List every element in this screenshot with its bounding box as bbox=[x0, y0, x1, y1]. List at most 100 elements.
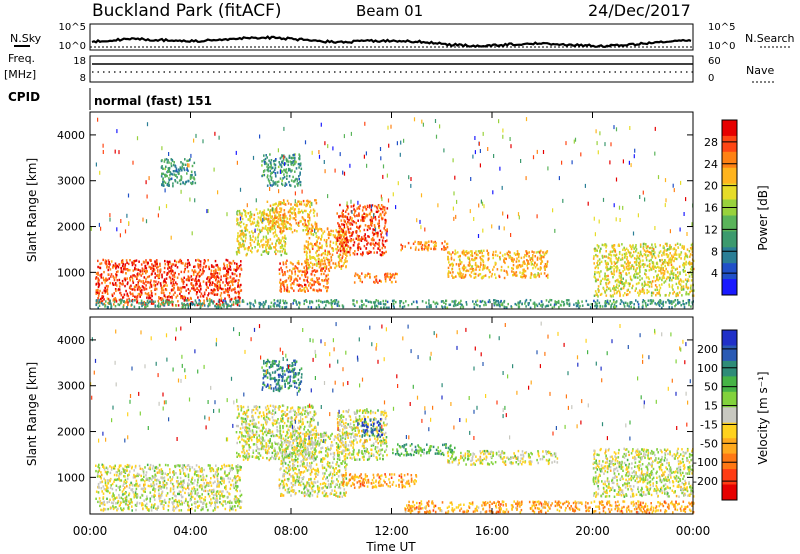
power-echo bbox=[525, 254, 528, 258]
power-echo bbox=[124, 266, 126, 269]
power-echo bbox=[266, 165, 268, 168]
power-sparse-echo bbox=[396, 141, 398, 146]
power-echo bbox=[296, 267, 299, 270]
power-echo bbox=[642, 263, 645, 266]
power-echo bbox=[115, 265, 118, 268]
power-echo bbox=[305, 264, 308, 268]
power-echo bbox=[267, 166, 270, 169]
power-echo bbox=[113, 278, 116, 282]
power-echo bbox=[289, 222, 291, 226]
power-echo bbox=[540, 256, 543, 259]
power-echo bbox=[368, 206, 371, 209]
power-echo bbox=[487, 258, 489, 262]
power-echo bbox=[426, 241, 428, 244]
power-echo bbox=[451, 264, 454, 268]
power-echo bbox=[282, 273, 284, 276]
power-echo bbox=[106, 265, 108, 268]
power-echo bbox=[105, 284, 108, 288]
power-echo bbox=[676, 292, 679, 295]
power-echo bbox=[119, 292, 122, 295]
power-echo bbox=[380, 235, 383, 239]
power-echo bbox=[234, 272, 236, 276]
power-echo bbox=[340, 219, 343, 222]
power-echo bbox=[267, 214, 270, 218]
power-echo bbox=[304, 273, 306, 277]
power-echo bbox=[544, 305, 547, 308]
power-echo bbox=[149, 300, 152, 303]
power-echo bbox=[462, 276, 464, 279]
power-sparse-echo bbox=[453, 191, 455, 196]
power-echo bbox=[332, 229, 334, 233]
power-echo bbox=[271, 242, 273, 245]
power-echo bbox=[289, 279, 292, 282]
power-echo bbox=[109, 268, 112, 271]
power-echo bbox=[280, 232, 282, 235]
power-echo bbox=[266, 244, 269, 247]
power-echo bbox=[621, 281, 623, 284]
power-echo bbox=[611, 302, 613, 305]
power-ytick-label: 2000 bbox=[57, 221, 85, 234]
power-echo bbox=[216, 287, 219, 290]
power-echo bbox=[471, 258, 473, 261]
power-echo bbox=[511, 267, 513, 270]
power-echo bbox=[137, 281, 140, 284]
velocity-echo bbox=[151, 478, 153, 481]
power-echo bbox=[467, 256, 469, 259]
power-echo bbox=[327, 273, 329, 277]
power-echo bbox=[124, 263, 127, 266]
power-echo bbox=[615, 253, 618, 256]
power-echo bbox=[194, 181, 197, 185]
power-sparse-echo bbox=[217, 190, 219, 195]
power-echo bbox=[523, 268, 525, 271]
power-sparse-echo bbox=[318, 150, 320, 154]
power-echo bbox=[359, 229, 361, 233]
power-echo bbox=[303, 209, 306, 213]
power-echo bbox=[216, 272, 219, 275]
power-echo bbox=[328, 301, 330, 305]
power-echo bbox=[338, 242, 341, 246]
power-echo bbox=[644, 282, 646, 285]
power-echo bbox=[654, 256, 657, 260]
power-echo bbox=[292, 302, 294, 305]
power-echo bbox=[525, 274, 527, 278]
power-echo bbox=[659, 286, 662, 290]
power-echo bbox=[380, 233, 382, 236]
power-echo bbox=[297, 184, 299, 187]
power-echo bbox=[244, 229, 247, 233]
velocity-echo bbox=[150, 509, 153, 512]
power-echo bbox=[291, 212, 294, 215]
power-echo bbox=[275, 175, 277, 178]
power-echo bbox=[162, 301, 165, 304]
power-sparse-echo bbox=[132, 160, 134, 165]
power-echo bbox=[462, 249, 465, 253]
power-echo bbox=[271, 184, 273, 187]
power-echo bbox=[279, 278, 282, 282]
power-echo bbox=[206, 296, 208, 300]
power-echo bbox=[158, 296, 160, 299]
power-echo bbox=[651, 243, 653, 246]
power-echo bbox=[276, 180, 278, 184]
power-echo bbox=[303, 247, 306, 251]
power-echo bbox=[279, 286, 282, 289]
power-echo bbox=[239, 241, 241, 245]
power-echo bbox=[226, 281, 228, 285]
power-echo bbox=[254, 238, 257, 241]
power-echo bbox=[679, 271, 681, 274]
power-echo bbox=[369, 227, 371, 230]
power-echo bbox=[536, 258, 539, 261]
power-echo bbox=[151, 298, 153, 302]
power-echo bbox=[296, 182, 298, 186]
power-echo bbox=[352, 220, 354, 223]
power-echo bbox=[266, 228, 268, 231]
power-echo bbox=[263, 209, 266, 212]
power-echo bbox=[667, 261, 669, 265]
velocity-echo bbox=[109, 498, 111, 501]
power-echo bbox=[361, 304, 364, 307]
power-echo bbox=[503, 269, 506, 272]
power-sparse-echo bbox=[363, 154, 365, 159]
power-echo bbox=[539, 251, 541, 254]
power-echo bbox=[309, 256, 311, 260]
power-echo bbox=[311, 301, 314, 304]
power-echo bbox=[286, 284, 288, 287]
power-echo bbox=[278, 238, 281, 242]
